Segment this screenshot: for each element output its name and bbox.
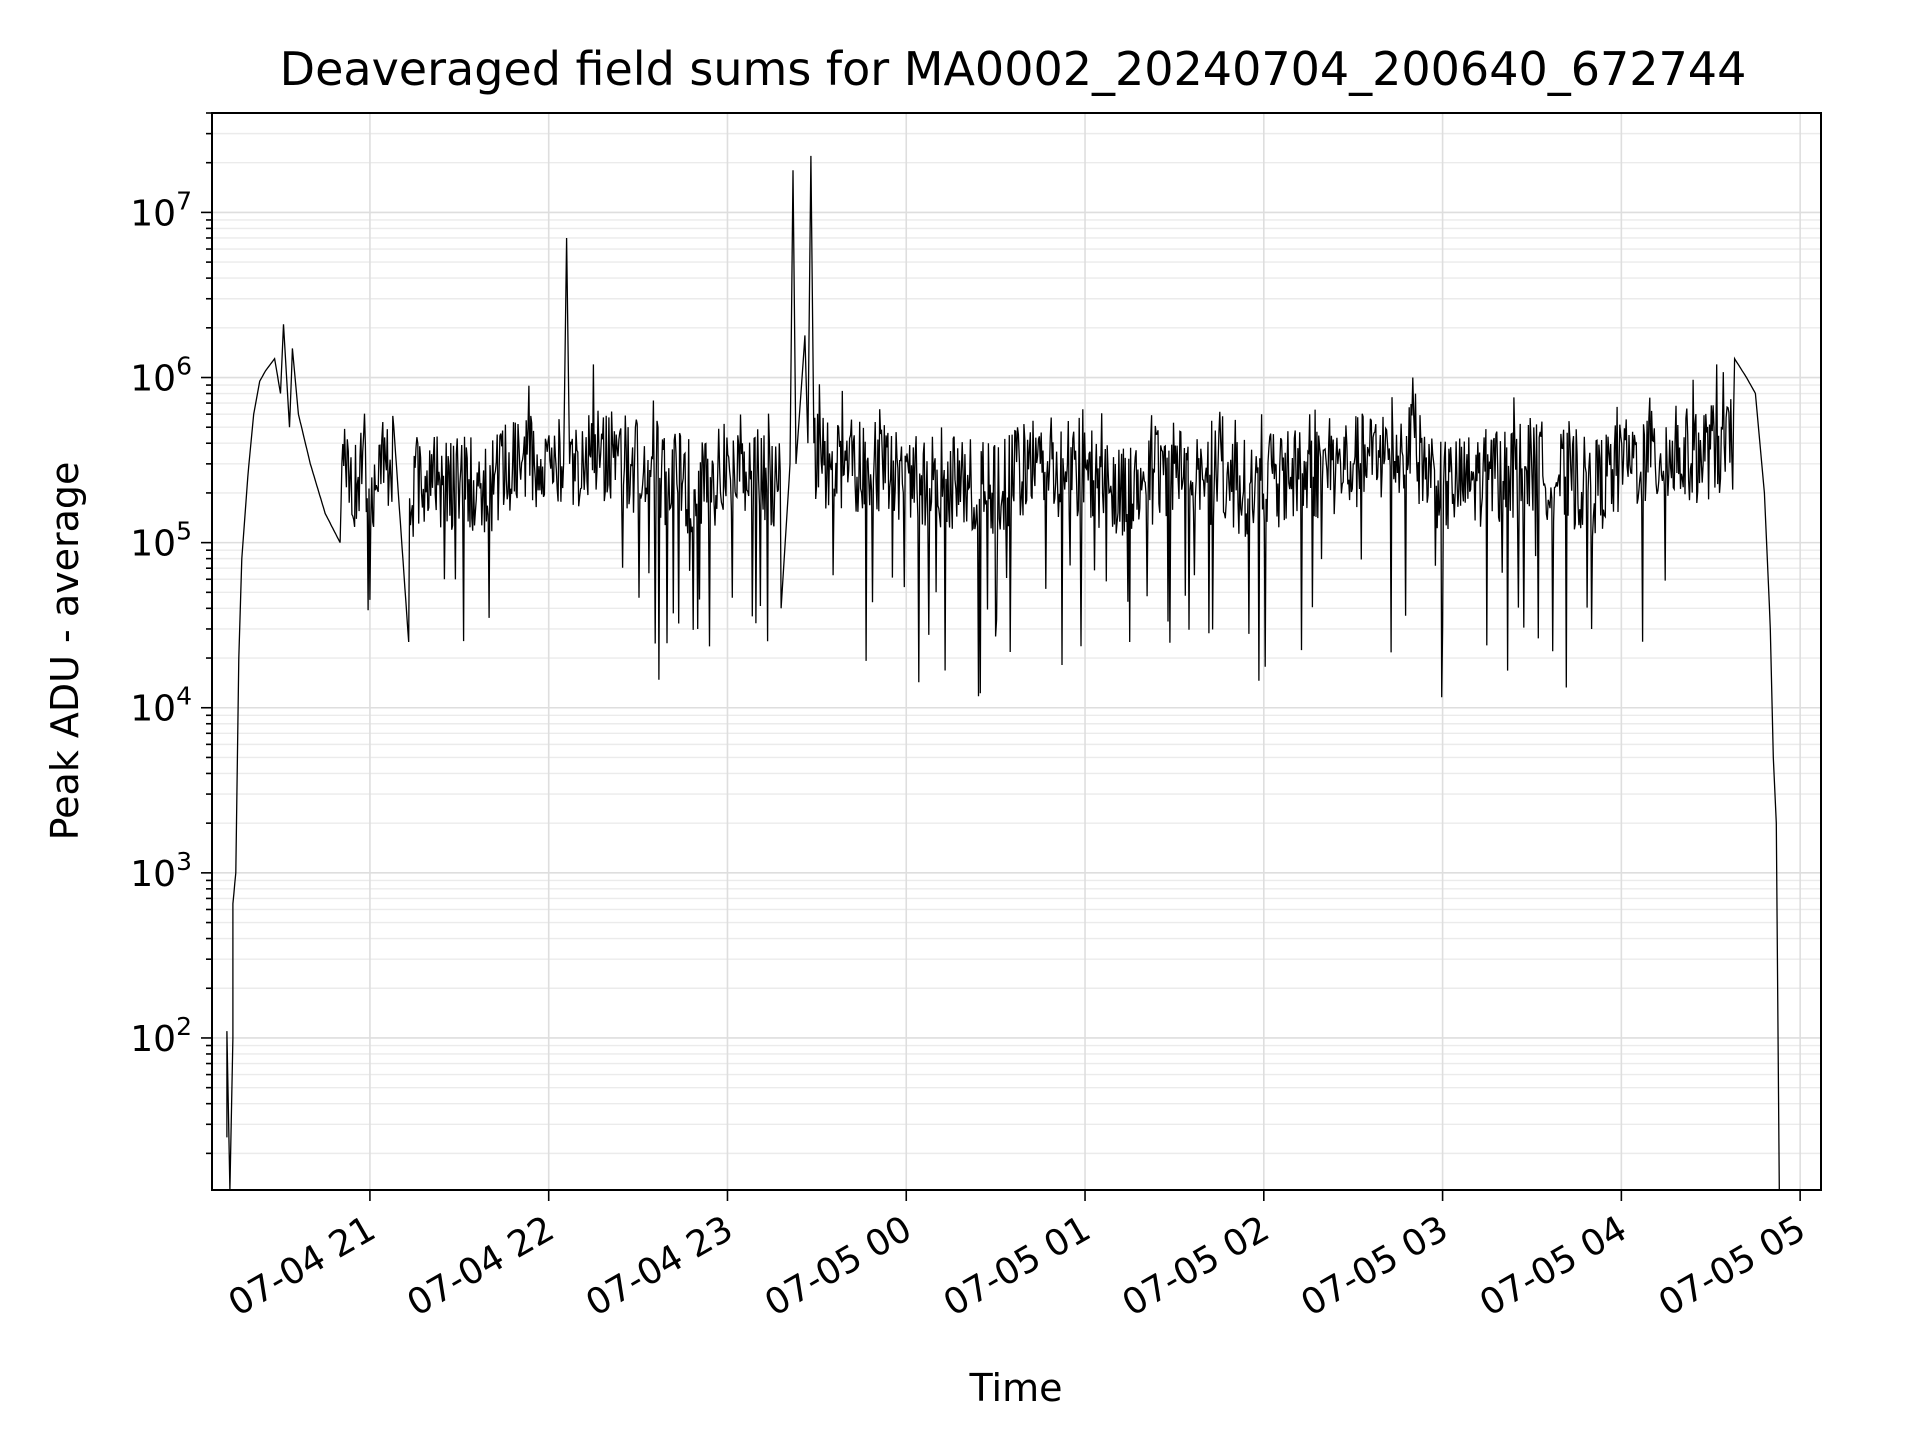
plot-frame	[211, 112, 1822, 1191]
y-tick-label: 103	[130, 847, 192, 895]
y-tick-label: 105	[130, 517, 192, 565]
y-tick-label: 106	[130, 352, 192, 400]
series-layer	[226, 155, 1780, 1190]
grid	[212, 112, 1821, 1190]
x-axis-label: Time	[969, 1366, 1063, 1410]
y-axis-label: Peak ADU - average	[43, 462, 87, 841]
y-tick-label: 102	[130, 1012, 192, 1060]
y-axis: 102 103 104 105 106 107	[130, 112, 212, 1155]
y-tick-label: 107	[130, 186, 192, 234]
chart-title: Deaveraged field sums for MA0002_2024070…	[280, 42, 1747, 96]
series-line	[226, 155, 1780, 1190]
y-tick-label: 104	[130, 682, 192, 730]
